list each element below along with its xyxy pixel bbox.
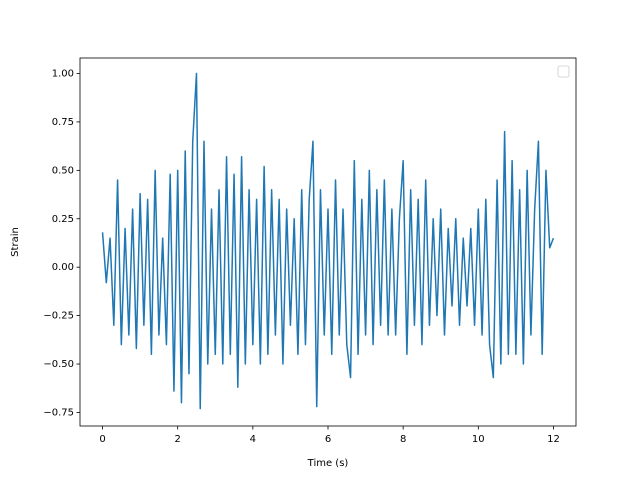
y-tick-label: −0.25 <box>43 311 74 322</box>
x-tick-label: 2 <box>175 434 181 445</box>
y-tick-label: 1.00 <box>52 68 74 79</box>
x-tick-label: 8 <box>400 434 406 445</box>
y-tick-label: 0.50 <box>52 165 74 176</box>
y-tick-label: 0.25 <box>52 214 74 225</box>
y-tick-label: 0.00 <box>52 262 74 273</box>
x-tick-label: 4 <box>250 434 256 445</box>
legend-box <box>557 65 570 78</box>
y-tick-label: −0.75 <box>43 407 74 418</box>
x-tick-label: 10 <box>472 434 485 445</box>
x-axis-label: Time (s) <box>307 458 349 469</box>
x-tick-label: 0 <box>99 434 105 445</box>
y-tick-label: −0.50 <box>43 359 74 370</box>
y-axis-label: Strain <box>10 227 21 257</box>
x-tick-label: 12 <box>547 434 560 445</box>
y-tick-label: 0.75 <box>52 117 74 128</box>
x-tick-label: 6 <box>325 434 331 445</box>
data-line <box>101 72 555 410</box>
